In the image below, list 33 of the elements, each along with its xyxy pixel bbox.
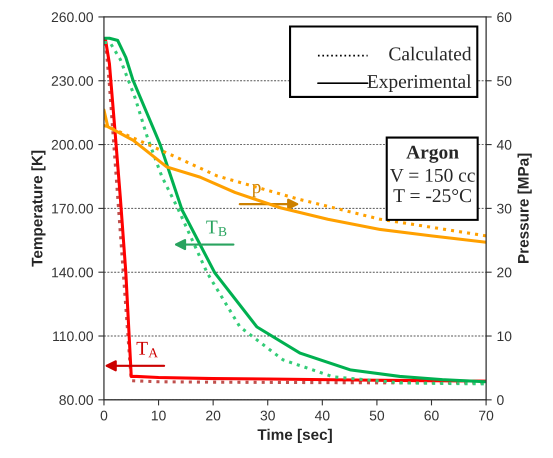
y2-tick-label: 30 [497,204,512,214]
annotation: Calculated [389,46,472,60]
y-tick-label: 230.00 [52,76,94,86]
x-tick-label: 30 [260,410,275,420]
x-tick-label: 10 [152,410,166,420]
annotation: Argon [406,146,459,163]
y2-axis-title: Pressure [MPa] [518,154,532,263]
annotation: T$_{B}$ [206,220,226,236]
y-tick-label: 260.00 [52,12,94,22]
x-tick-label: 20 [206,410,220,420]
annotation: T$_{A}$ [136,342,158,358]
annotation: V = 150 cc [390,168,475,182]
y2-tick-label: 10 [498,331,512,342]
annotation: T = -25°C [394,189,471,202]
line-series [104,108,486,244]
annotation: Experimental [367,74,472,92]
y2-tick-label: 50 [497,76,512,86]
y2-tick-label: 40 [496,140,512,150]
y-tick-label: 170.00 [52,204,94,214]
x-tick-label: 0 [100,410,108,420]
y-tick-label: 200.00 [52,140,94,150]
y2-tick-label: 20 [497,268,512,278]
x-axis-title: Time [sec] [258,428,332,443]
x-tick-label: 40 [314,410,330,420]
y-tick-label: 110.00 [53,331,94,342]
y-tick-label: 140.00 [52,268,94,278]
y2-tick-label: 0 [497,395,504,406]
y-tick-label: 80.00 [59,395,94,406]
y2-tick-label: 60 [497,12,512,22]
x-tick-label: 60 [424,410,439,420]
x-tick-label: 50 [370,410,384,420]
y-axis-title: Temperature [K] [31,150,46,267]
x-tick-label: 70 [479,410,494,420]
